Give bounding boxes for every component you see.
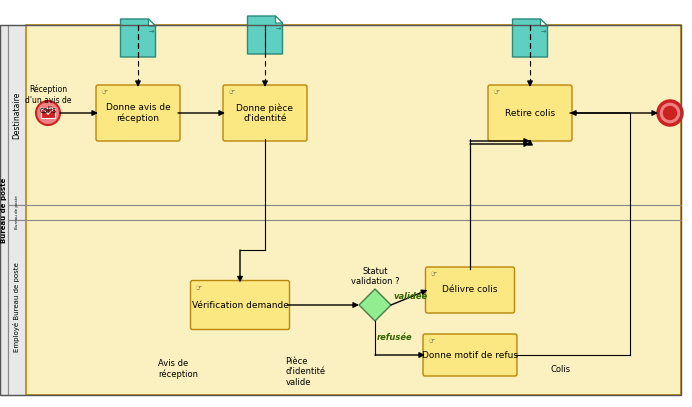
- Text: Donne motif de refus: Donne motif de refus: [422, 350, 518, 359]
- Polygon shape: [513, 19, 547, 57]
- Text: ☞: ☞: [430, 271, 437, 277]
- FancyBboxPatch shape: [426, 267, 514, 313]
- Text: refusée: refusée: [377, 333, 412, 343]
- Bar: [8, 205, 26, 220]
- Text: Destinataire: Destinataire: [12, 91, 21, 139]
- Circle shape: [658, 101, 682, 125]
- Text: Donne avis de
réception: Donne avis de réception: [106, 103, 170, 123]
- Text: Avis de
réception: Avis de réception: [158, 359, 199, 379]
- Polygon shape: [275, 16, 282, 23]
- Text: →: →: [148, 28, 154, 33]
- FancyBboxPatch shape: [190, 280, 289, 330]
- Polygon shape: [359, 289, 391, 321]
- Text: →: →: [540, 28, 545, 33]
- Text: Bureau de poste: Bureau de poste: [1, 177, 7, 243]
- Bar: [0, 25, 8, 395]
- Text: Pièce
d'identité
valide: Pièce d'identité valide: [286, 357, 326, 387]
- Text: Statut
validation ?: Statut validation ?: [351, 267, 399, 286]
- FancyBboxPatch shape: [96, 85, 180, 141]
- Polygon shape: [149, 19, 156, 26]
- Text: Bureau de poste: Bureau de poste: [15, 196, 19, 230]
- FancyBboxPatch shape: [488, 85, 572, 141]
- Text: Colis: Colis: [551, 365, 571, 374]
- Bar: [41, 108, 55, 118]
- Circle shape: [36, 101, 60, 125]
- Text: ☞: ☞: [228, 89, 235, 95]
- Circle shape: [663, 106, 677, 120]
- Polygon shape: [248, 16, 282, 54]
- Text: ☞: ☞: [493, 89, 499, 95]
- FancyBboxPatch shape: [423, 334, 517, 376]
- Text: Réception
d'un avis de
colis: Réception d'un avis de colis: [25, 85, 71, 115]
- Polygon shape: [540, 19, 547, 26]
- Text: Retire colis: Retire colis: [505, 109, 555, 118]
- Text: Employé Bureau de poste: Employé Bureau de poste: [14, 263, 21, 352]
- FancyBboxPatch shape: [223, 85, 307, 141]
- Bar: [8, 25, 26, 205]
- Bar: [8, 220, 26, 395]
- Text: ☞: ☞: [428, 338, 435, 344]
- Polygon shape: [120, 19, 156, 57]
- Text: validée: validée: [393, 292, 427, 301]
- Text: Donne pièce
d'identité: Donne pièce d'identité: [237, 103, 293, 123]
- Text: ☞: ☞: [196, 284, 202, 291]
- Text: Délivre colis: Délivre colis: [442, 285, 498, 295]
- Text: →: →: [275, 25, 281, 30]
- Text: ☞: ☞: [101, 89, 107, 95]
- Text: Vérification demande: Vérification demande: [192, 300, 289, 309]
